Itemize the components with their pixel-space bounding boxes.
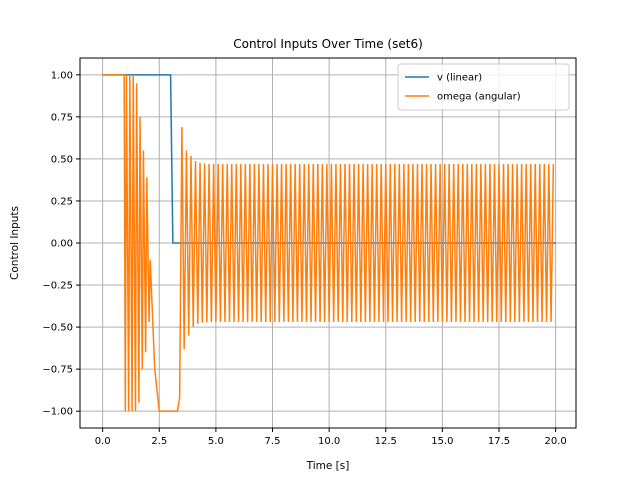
plot-series — [102, 74, 556, 412]
y-tick-label: 1.00 — [51, 70, 73, 81]
x-axis-label: Time [s] — [306, 460, 350, 472]
x-tick-label: 12.5 — [375, 436, 397, 447]
y-tick-label: −1.00 — [42, 407, 73, 418]
x-tick-label: 2.5 — [151, 436, 167, 447]
axis-ticks: 0.0 2.5 5.0 7.5 10.0 12.5 15.0 17.5 20.0 −1.00 −0.… — [42, 70, 566, 447]
legend-label: omega (angular) — [437, 92, 521, 103]
y-tick-label: 0.50 — [51, 154, 73, 165]
y-tick-label: −0.25 — [42, 281, 73, 292]
y-tick-label: −0.50 — [42, 323, 73, 334]
y-axis-label: Control Inputs — [9, 206, 21, 280]
x-tick-label: 5.0 — [208, 436, 224, 447]
x-tick-label: 0.0 — [95, 436, 111, 447]
y-tick-label: −0.75 — [42, 365, 73, 376]
chart-title: Control Inputs Over Time (set6) — [233, 37, 423, 51]
x-tick-label: 20.0 — [544, 436, 566, 447]
x-tick-label: 15.0 — [431, 436, 453, 447]
series-line-omega-angular — [102, 74, 555, 412]
legend-label: v (linear) — [437, 73, 482, 84]
legend: v (linear) omega (angular) — [397, 63, 570, 111]
y-tick-label: 0.75 — [51, 112, 73, 123]
x-tick-label: 10.0 — [318, 436, 340, 447]
y-tick-label: 0.25 — [51, 196, 73, 207]
x-tick-label: 17.5 — [488, 436, 510, 447]
x-tick-label: 7.5 — [265, 436, 281, 447]
y-tick-label: 0.00 — [51, 239, 73, 250]
legend-box — [397, 63, 570, 111]
